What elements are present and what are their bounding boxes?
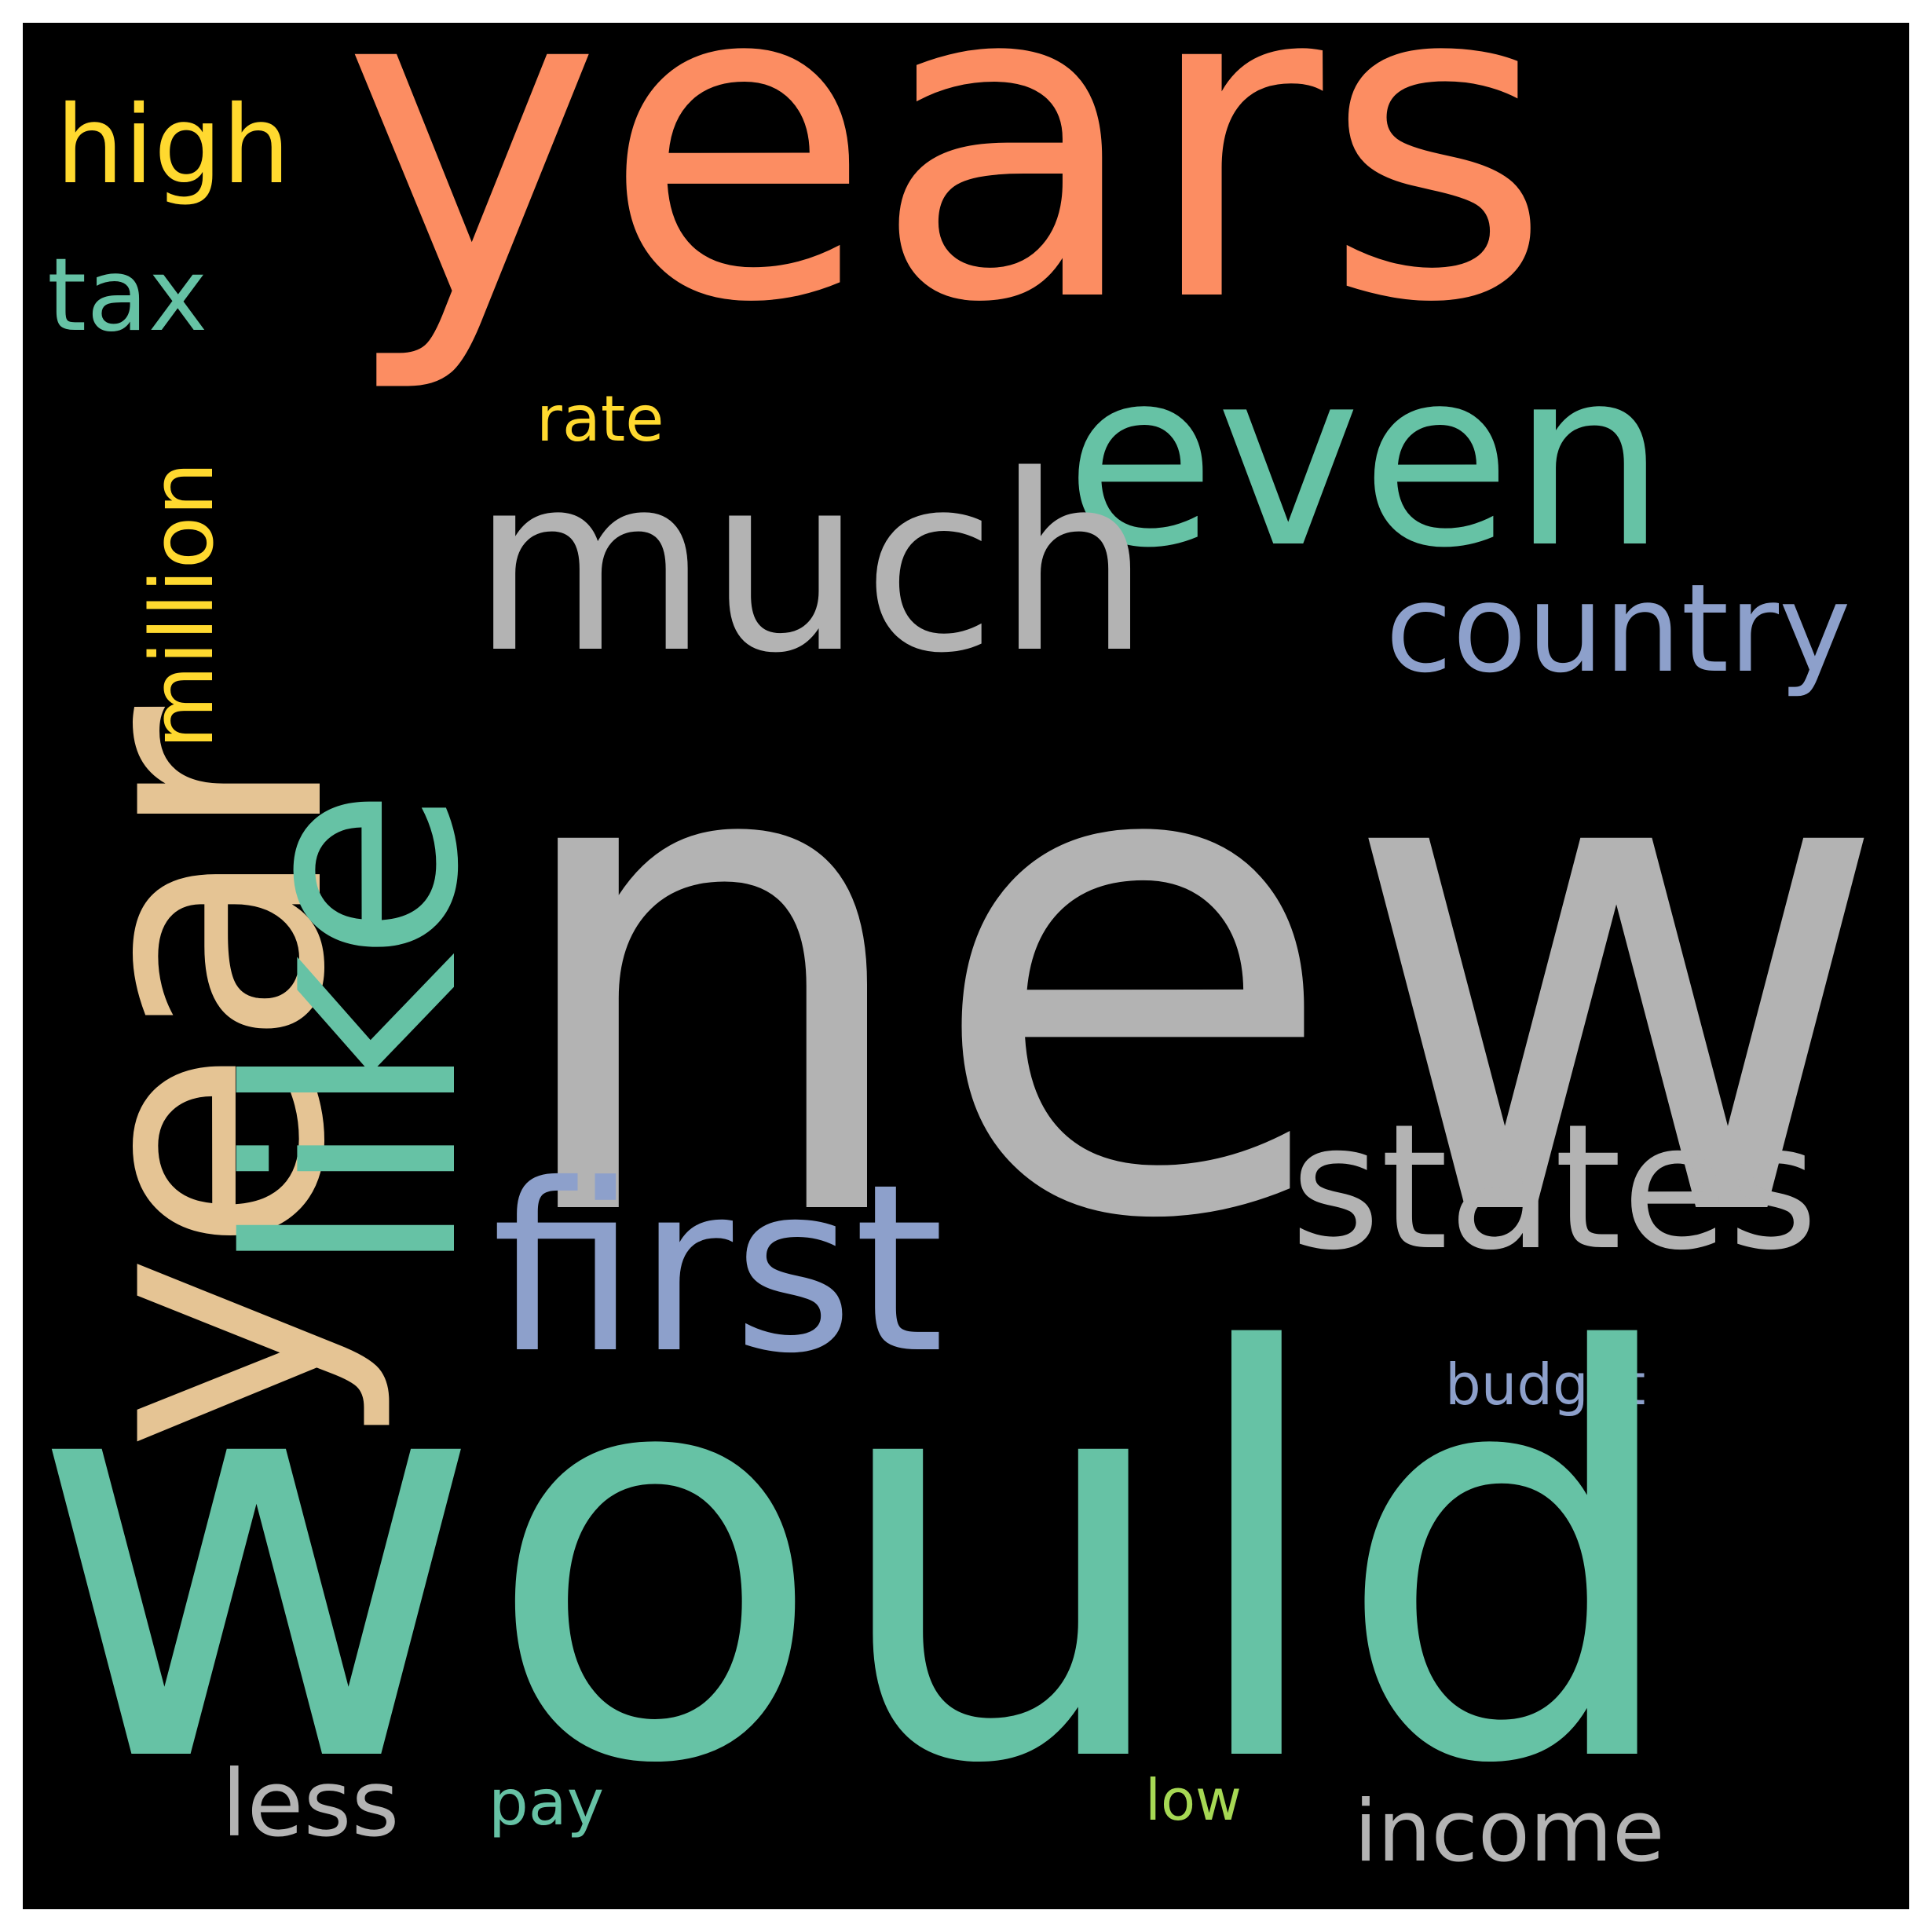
word-pay: pay — [488, 1766, 605, 1839]
word-much: much — [471, 423, 1151, 707]
word-tax: tax — [47, 237, 208, 354]
word-first: first — [492, 1134, 945, 1404]
word-would: would — [28, 1237, 1689, 1886]
word-even: even — [1065, 316, 1667, 602]
word-states: states — [1290, 1087, 1818, 1288]
word-million: million — [132, 461, 232, 749]
word-low: low — [1145, 1767, 1242, 1833]
word-like: like — [188, 786, 522, 1278]
word-less: less — [221, 1750, 400, 1857]
word-cloud-canvas: years high tax rate even much country ne… — [23, 23, 1909, 1909]
word-years: years — [342, 23, 1553, 399]
word-high: high — [56, 83, 291, 208]
word-income: income — [1354, 1783, 1665, 1881]
word-new: new — [496, 580, 1893, 1367]
word-rate: rate — [536, 382, 664, 456]
word-country: country — [1385, 558, 1851, 700]
word-budget: budget — [1445, 1352, 1646, 1418]
